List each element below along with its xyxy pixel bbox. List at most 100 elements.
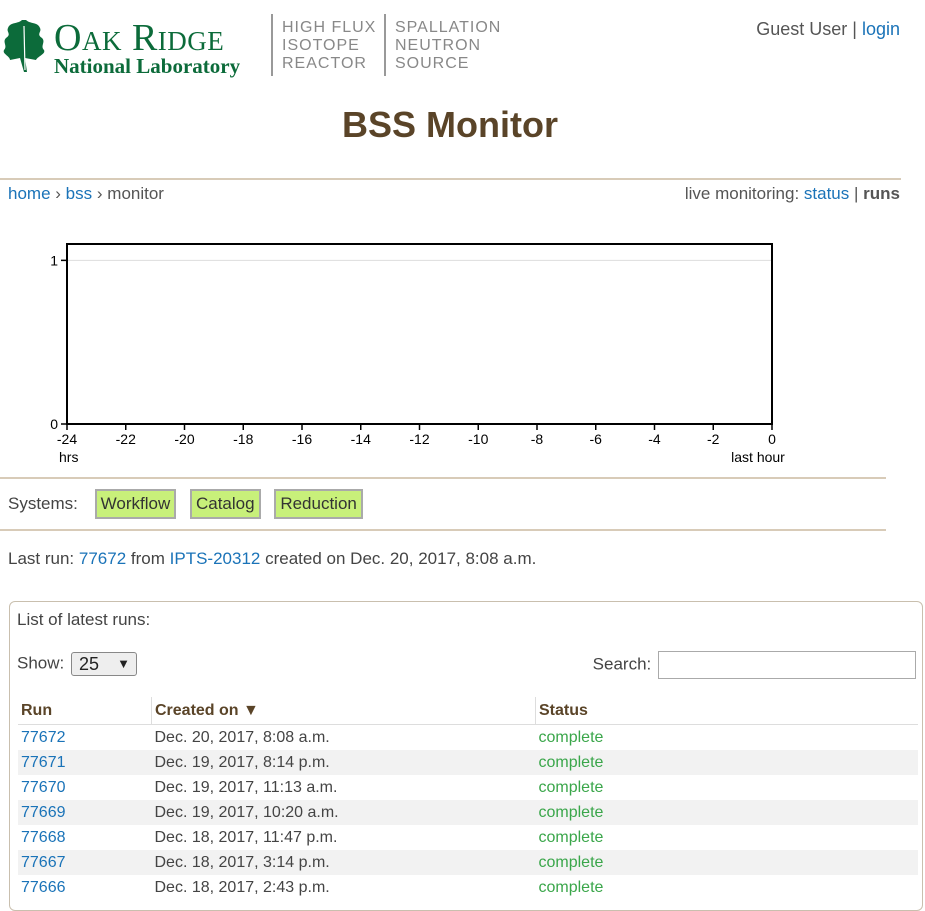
run-cell: 77671 (18, 750, 152, 775)
run-link[interactable]: 77667 (21, 854, 66, 871)
live-monitoring-nav: live monitoring: status | runs (685, 184, 900, 204)
run-link[interactable]: 77669 (21, 804, 66, 821)
run-link[interactable]: 77672 (21, 729, 66, 746)
status-cell: complete (536, 825, 919, 850)
run-link[interactable]: 77666 (21, 879, 66, 896)
x-axis-label-right: last hour (731, 449, 785, 465)
dropdown-caret-icon: ▼ (117, 656, 130, 671)
breadcrumb-home[interactable]: home (8, 184, 51, 203)
system-reduction-button[interactable]: Reduction (274, 489, 363, 519)
table-header-row: Run Created on ▼ Status (18, 697, 918, 725)
system-workflow-button[interactable]: Workflow (95, 489, 177, 519)
status-cell: complete (536, 750, 919, 775)
systems-bar: Systems: Workflow Catalog Reduction (8, 489, 372, 519)
status-cell: complete (536, 875, 919, 900)
y-axis: 01 (50, 252, 67, 432)
x-axis: -24 -22 -20 -18 -16 -14 -12 -10 -8 -6 -4 -2 0 (57, 424, 776, 447)
created-cell: Dec. 18, 2017, 3:14 p.m. (152, 850, 536, 875)
system-catalog-button[interactable]: Catalog (190, 489, 261, 519)
panel-title: List of latest runs: (17, 610, 150, 630)
logo-divider (271, 14, 273, 76)
breadcrumb-instrument[interactable]: bss (66, 184, 92, 203)
created-cell: Dec. 20, 2017, 8:08 a.m. (152, 725, 536, 751)
x-tick-label: -10 (468, 431, 488, 447)
live-monitoring-label: live monitoring: (685, 184, 799, 203)
plot-area (67, 244, 772, 424)
x-axis-label-left: hrs (59, 449, 78, 465)
y-tick-label: 1 (50, 252, 58, 268)
x-tick-label: -4 (648, 431, 661, 447)
x-tick-label: -20 (174, 431, 194, 447)
search-input[interactable] (658, 651, 916, 679)
last-run-link[interactable]: 77672 (79, 549, 126, 568)
divider (0, 178, 901, 180)
breadcrumb-sep: › (55, 184, 61, 203)
x-tick-label: -18 (233, 431, 253, 447)
org-subtitle: National Laboratory (54, 54, 240, 79)
breadcrumb: home › bss › monitor (8, 184, 164, 204)
last-run-from: from (131, 549, 165, 568)
last-run-prefix: Last run: (8, 549, 74, 568)
runs-panel: List of latest runs: Show: 25 ▼ Search: … (9, 601, 923, 911)
breadcrumb-sep: › (97, 184, 103, 203)
page-length-control: Show: 25 ▼ (17, 652, 137, 676)
status-cell: complete (536, 800, 919, 825)
ornl-logo[interactable]: Oak Ridge National Laboratory HIGH FLUX … (0, 12, 520, 82)
created-cell: Dec. 19, 2017, 8:14 p.m. (152, 750, 536, 775)
created-cell: Dec. 19, 2017, 10:20 a.m. (152, 800, 536, 825)
search-label: Search: (593, 654, 652, 673)
x-tick-label: -16 (292, 431, 312, 447)
run-rate-chart: 01 -24 -22 -20 -18 -16 -14 -12 -10 -8 -6 -4 -2 0 hrs… (0, 228, 820, 468)
live-monitoring-sep: | (854, 184, 858, 203)
x-tick-label: -14 (351, 431, 371, 447)
divider (0, 529, 886, 531)
login-link[interactable]: login (862, 19, 900, 39)
runs-table-body: 77672 Dec. 20, 2017, 8:08 a.m. complete 776… (18, 725, 918, 901)
status-cell: complete (536, 775, 919, 800)
run-link[interactable]: 77671 (21, 754, 66, 771)
page-length-value: 25 (79, 654, 99, 675)
runs-current: runs (863, 184, 900, 203)
run-cell: 77669 (18, 800, 152, 825)
status-cell: complete (536, 850, 919, 875)
run-cell: 77667 (18, 850, 152, 875)
show-label: Show: (17, 653, 64, 672)
search-control: Search: (593, 651, 916, 679)
run-cell: 77666 (18, 875, 152, 900)
ipts-link[interactable]: IPTS-20312 (170, 549, 261, 568)
x-tick-label: 0 (768, 431, 776, 447)
user-name: Guest User (756, 19, 847, 39)
run-link[interactable]: 77668 (21, 829, 66, 846)
x-tick-label: -2 (707, 431, 720, 447)
last-run-info: Last run: 77672 from IPTS-20312 created … (8, 549, 536, 569)
table-row: 77669 Dec. 19, 2017, 10:20 a.m. complete (18, 800, 918, 825)
y-tick-label: 0 (50, 416, 58, 432)
status-cell: complete (536, 725, 919, 751)
run-link[interactable]: 77670 (21, 779, 66, 796)
page-length-select[interactable]: 25 ▼ (71, 652, 137, 676)
user-box: Guest User | login (756, 19, 900, 40)
x-tick-label: -6 (590, 431, 603, 447)
status-link[interactable]: status (804, 184, 849, 203)
table-row: 77672 Dec. 20, 2017, 8:08 a.m. complete (18, 725, 918, 751)
oak-leaf-icon (0, 14, 50, 76)
systems-label: Systems: (8, 494, 78, 514)
last-run-created: created on Dec. 20, 2017, 8:08 a.m. (265, 549, 536, 568)
column-header-created[interactable]: Created on ▼ (152, 697, 536, 725)
user-separator: | (852, 19, 857, 39)
site-header: Oak Ridge National Laboratory HIGH FLUX … (0, 0, 925, 90)
table-row: 77671 Dec. 19, 2017, 8:14 p.m. complete (18, 750, 918, 775)
divider (0, 477, 886, 479)
table-row: 77667 Dec. 18, 2017, 3:14 p.m. complete (18, 850, 918, 875)
table-row: 77666 Dec. 18, 2017, 2:43 p.m. complete (18, 875, 918, 900)
table-row: 77668 Dec. 18, 2017, 11:47 p.m. complete (18, 825, 918, 850)
x-tick-label: -22 (116, 431, 136, 447)
column-header-run[interactable]: Run (18, 697, 152, 725)
created-cell: Dec. 18, 2017, 11:47 p.m. (152, 825, 536, 850)
column-header-status[interactable]: Status (536, 697, 919, 725)
facility-hfir: HIGH FLUX ISOTOPE REACTOR (282, 19, 376, 73)
org-name: Oak Ridge (54, 18, 224, 58)
run-cell: 77668 (18, 825, 152, 850)
created-cell: Dec. 19, 2017, 11:13 a.m. (152, 775, 536, 800)
x-tick-label: -24 (57, 431, 77, 447)
